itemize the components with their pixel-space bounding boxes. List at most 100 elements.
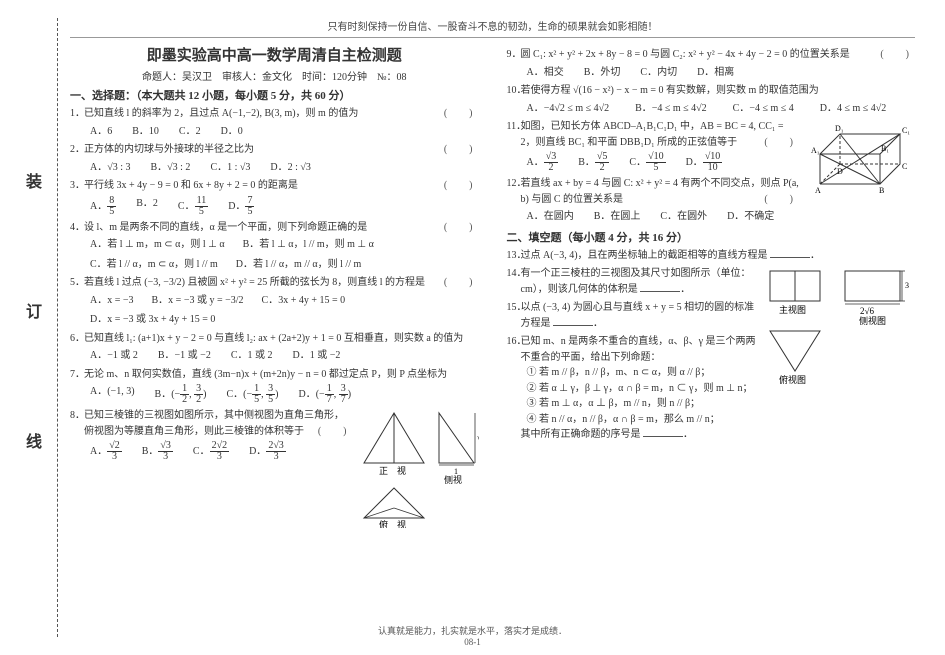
q2-b: B．√3 : 2 bbox=[151, 160, 191, 176]
q10-d: D．4 ≤ m ≤ 4√2 bbox=[820, 101, 886, 117]
q9-a: A．相交 bbox=[527, 65, 564, 81]
q8-a: A．√23 bbox=[90, 441, 122, 462]
q7-num: 7． bbox=[70, 367, 85, 383]
q11-a: A．√32 bbox=[527, 152, 559, 173]
left-column: 即墨实验高中高一数学周清自主检测题 命题人：吴汉卫 审核人：金文化 时间：120… bbox=[70, 44, 479, 528]
question-10: 10． 若使得方程 √(16 − x²) − x − m = 0 有实数解，则实… bbox=[507, 83, 916, 116]
q10-num: 10． bbox=[507, 83, 527, 99]
blank-line bbox=[640, 282, 680, 292]
q2-c: C．1 : √3 bbox=[210, 160, 250, 176]
three-views-svg: 正 视 √3 1 侧视 俯 视 bbox=[359, 408, 479, 528]
answer-paren: ( ) bbox=[444, 178, 479, 194]
q10-b: B．−4 ≤ m ≤ 4√2 bbox=[635, 101, 707, 117]
question-6: 6． 已知直线 l₁: (a+1)x + y − 2 = 0 与直线 l₂: a… bbox=[70, 331, 479, 364]
q7-a: A．(−1, 3) bbox=[90, 384, 135, 405]
q12-b: B．在圆上 bbox=[594, 209, 641, 225]
question-5: 5． 若直线 l 过点 (−3, −3/2) 且被圆 x² + y² = 25 … bbox=[70, 275, 479, 328]
answer-paren: ( ) bbox=[444, 142, 479, 158]
q3-a: A．85 bbox=[90, 196, 116, 217]
svg-text:D: D bbox=[837, 167, 843, 176]
page-footer: 认真就是能力，扎实就是水平，落实才是成绩． 08-1 bbox=[0, 624, 945, 647]
q4-c: C．若 l // α，m ⊂ α，则 l // m bbox=[90, 257, 218, 273]
top-view-label: 俯 视 bbox=[379, 519, 406, 528]
binding-char-2: 订 bbox=[26, 298, 42, 322]
q8-options: A．√23 B．√33 C．2√23 D．2√33 bbox=[90, 441, 353, 462]
q1-b: B．10 bbox=[132, 124, 159, 140]
question-2: 2． 正方体的内切球与外接球的半径之比为 ( ) A．√3 : 3 B．√3 :… bbox=[70, 142, 479, 175]
q4-num: 4． bbox=[70, 220, 85, 236]
q1-a: A．6 bbox=[90, 124, 112, 140]
q4-options: A．若 l ⊥ m，m ⊂ α，则 l ⊥ α B．若 l ⊥ α，l // m… bbox=[90, 237, 479, 272]
q14-text: 有一个正三棱柱的三视图及其尺寸如图所示（单位：cm），则该几何体的体积是 bbox=[521, 268, 751, 295]
q3-num: 3． bbox=[70, 178, 85, 194]
q6-options: A．−1 或 2 B．−1 或 −2 C．1 或 2 D．1 或 −2 bbox=[90, 348, 479, 364]
q5-c: C．3x + 4y + 15 = 0 bbox=[262, 293, 346, 309]
q9-d: D．相离 bbox=[697, 65, 734, 81]
q16-item-4: ④ 若 n // α，n // β，α ∩ β = m，那么 m // n； bbox=[527, 412, 916, 428]
q13-num: 13． bbox=[507, 248, 527, 264]
answer-paren: ( ) bbox=[764, 135, 799, 151]
q2-options: A．√3 : 3 B．√3 : 2 C．1 : √3 D．2 : √3 bbox=[90, 160, 479, 176]
blank-line bbox=[553, 316, 593, 326]
question-8: 8． 正 视 √3 1 侧视 bbox=[70, 408, 479, 462]
svg-text:C: C bbox=[902, 162, 907, 171]
q7-text: 无论 m、n 取何实数值，直线 (3m−n)x + (m+2n)y − n = … bbox=[84, 369, 447, 380]
question-1: 1． 已知直线 l 的斜率为 2，且过点 A(−1,−2), B(3, m)，则… bbox=[70, 106, 479, 139]
q5-b: B．x = −3 或 y = −3/2 bbox=[152, 293, 244, 309]
q8-d: D．2√33 bbox=[249, 441, 286, 462]
q1-d: D．0 bbox=[221, 124, 243, 140]
question-7: 7． 无论 m、n 取何实数值，直线 (3m−n)x + (m+2n)y − n… bbox=[70, 367, 479, 406]
question-9: 9． 圆 C₁: x² + y² + 2x + 8y − 8 = 0 与圆 C₂… bbox=[507, 47, 916, 80]
q9-num: 9． bbox=[507, 47, 522, 63]
svg-text:A₁: A₁ bbox=[811, 146, 820, 155]
front-view-label: 正 视 bbox=[379, 465, 406, 476]
q1-num: 1． bbox=[70, 106, 85, 122]
q12-num: 12． bbox=[507, 176, 527, 192]
q9-options: A．相交 B．外切 C．内切 D．相离 bbox=[527, 65, 916, 81]
q11-text: 如图，已知长方体 ABCD–A₁B₁C₁D₁ 中，AB = BC = 4, CC… bbox=[521, 121, 784, 148]
q6-a: A．−1 或 2 bbox=[90, 348, 138, 364]
svg-text:D₁: D₁ bbox=[835, 124, 844, 133]
question-12: 12． 若直线 ax + by = 4 与圆 C: x² + y² = 4 有两… bbox=[507, 176, 916, 225]
question-15: 15． 以点 (−3, 4) 为圆心且与直线 x + y = 5 相切的圆的标准… bbox=[507, 300, 916, 331]
q5-d: D．x = −3 或 3x + 4y + 15 = 0 bbox=[90, 312, 215, 328]
svg-text:3: 3 bbox=[905, 281, 909, 290]
q11-b: B．√52 bbox=[578, 152, 609, 173]
exam-title: 即墨实验高中高一数学周清自主检测题 bbox=[70, 44, 479, 65]
q9-b: B．外切 bbox=[584, 65, 621, 81]
answer-paren: ( ) bbox=[444, 106, 479, 122]
footer-motto: 认真就是能力，扎实就是水平，落实才是成绩． bbox=[378, 626, 567, 636]
q10-c: C．−4 ≤ m ≤ 4 bbox=[733, 101, 794, 117]
question-13: 13． 过点 A(−3, 4)，且在两坐标轴上的截距相等的直线方程是 ． bbox=[507, 248, 916, 264]
exam-subtitle: 命题人：吴汉卫 审核人：金文化 时间：120分钟 №：08 bbox=[70, 68, 479, 83]
right-column: 9． 圆 C₁: x² + y² + 2x + 8y − 8 = 0 与圆 C₂… bbox=[507, 44, 916, 528]
q10-options: A．−4√2 ≤ m ≤ 4√2 B．−4 ≤ m ≤ 4√2 C．−4 ≤ m… bbox=[527, 101, 916, 117]
q16-item-3: ③ 若 m ⊥ α，α ⊥ β，m // n，则 n // β； bbox=[527, 396, 916, 412]
q8-three-views: 正 视 √3 1 侧视 俯 视 bbox=[359, 408, 479, 528]
q9-c: C．内切 bbox=[640, 65, 677, 81]
answer-paren: ( ) bbox=[318, 424, 353, 440]
q4-text: 设 l、m 是两条不同的直线，α 是一个平面，则下列命题正确的是 bbox=[84, 222, 367, 233]
q16-text: 已知 m、n 是两条不重合的直线，α、β、γ 是三个两两不重合的平面，给出下列命… bbox=[521, 336, 756, 363]
q15-num: 15． bbox=[507, 300, 527, 316]
q2-a: A．√3 : 3 bbox=[90, 160, 131, 176]
two-columns: 即墨实验高中高一数学周清自主检测题 命题人：吴汉卫 审核人：金文化 时间：120… bbox=[70, 44, 915, 528]
section-2-head: 二、填空题（每小题 4 分，共 16 分） bbox=[507, 229, 916, 245]
question-3: 3． 平行线 3x + 4y − 9 = 0 和 6x + 8y + 2 = 0… bbox=[70, 178, 479, 217]
binding-char-1: 装 bbox=[26, 168, 42, 192]
q8-c: C．2√23 bbox=[193, 441, 229, 462]
q16-items: ① 若 m // β，n // β，m、n ⊂ α，则 α // β； ② 若 … bbox=[527, 365, 916, 427]
binding-char-3: 线 bbox=[26, 428, 42, 452]
question-11: 11． A bbox=[507, 119, 916, 173]
side-view-label: 侧视 bbox=[444, 474, 462, 485]
blank-line bbox=[643, 427, 683, 437]
question-14: 14． 主视图 3 2√6 bbox=[507, 266, 916, 297]
q7-b: B．(−12, 32) bbox=[155, 384, 207, 405]
q10-text: 若使得方程 √(16 − x²) − x − m = 0 有实数解，则实数 m … bbox=[521, 85, 819, 96]
q16-num: 16． bbox=[507, 334, 527, 350]
q5-a: A．x = −3 bbox=[90, 293, 134, 309]
q12-d: D．不确定 bbox=[727, 209, 774, 225]
q11-options: A．√32 B．√52 C．√105 D．√1010 bbox=[527, 152, 800, 173]
q4-a: A．若 l ⊥ m，m ⊂ α，则 l ⊥ α bbox=[90, 237, 225, 253]
answer-paren: ( ) bbox=[764, 192, 799, 208]
